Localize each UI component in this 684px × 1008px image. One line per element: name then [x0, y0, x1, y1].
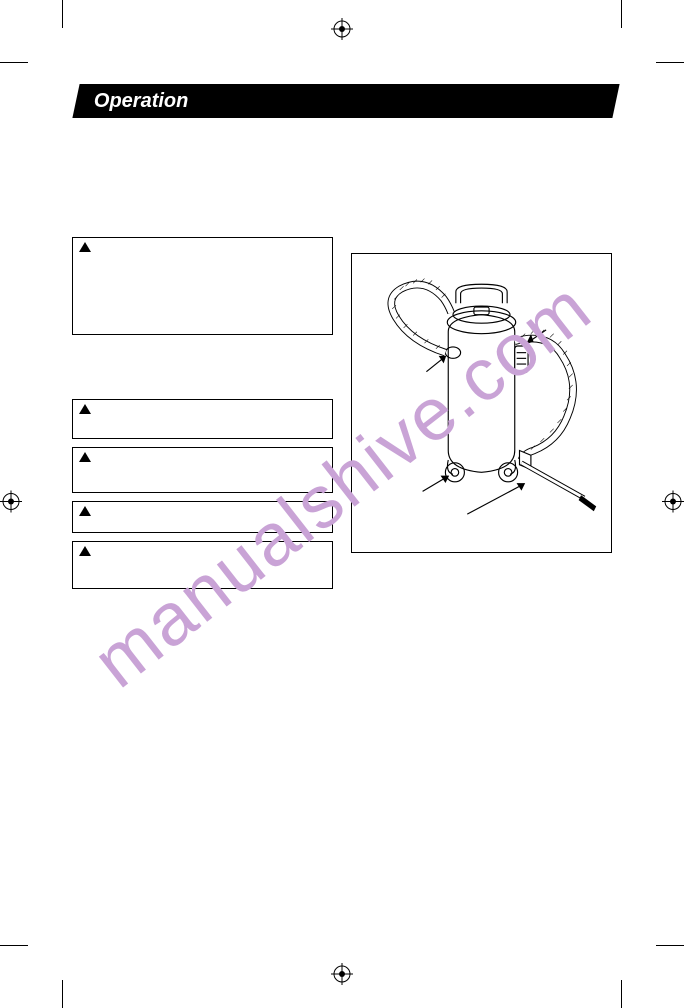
crop-mark [656, 62, 684, 63]
warning-triangle-icon [79, 404, 91, 414]
right-column: Insert Hose in Inlet Utility Nozzle Cord… [351, 148, 612, 597]
warning-label: WARNING: [97, 507, 144, 517]
registration-mark-icon [0, 491, 22, 518]
dry-pickup-heading: Dry Pick-up Operation [72, 176, 333, 191]
warning-triangle-icon [79, 242, 91, 252]
left-column: Be sure you have read and understood all… [72, 148, 333, 597]
warning-box: WARNING: Do not operate without filter c… [72, 237, 333, 335]
transport-heading: Transport Operation [72, 349, 333, 364]
registration-mark-icon [331, 18, 353, 45]
crop-mark [621, 980, 622, 1008]
section-title: Operation [94, 90, 188, 113]
warning-text: Be sure vac is empty. A full vac can be … [79, 561, 326, 572]
crop-mark [62, 0, 63, 28]
warning-text: Unplug vac before storing and always sto… [79, 467, 326, 478]
registration-mark-icon [331, 963, 353, 990]
warning-label: WARNING: [97, 405, 144, 415]
page-content: Operation Be sure you have read and unde… [72, 84, 612, 924]
warning-text: Do not operate without filter cartridge.… [79, 257, 326, 303]
crop-mark [0, 62, 28, 63]
diagram-label-wand: Extension Wand [412, 522, 466, 532]
registration-mark-icon [662, 491, 684, 518]
diagram-label-cord: Cord Wrap [552, 310, 588, 320]
warning-box: WARNING: Unplug vac before storing and a… [72, 447, 333, 493]
warning-triangle-icon [79, 546, 91, 556]
warning-box: WARNING: Always wear safety goggles. [72, 501, 333, 533]
warning-triangle-icon [79, 452, 91, 462]
warning-label: WARNING: [97, 243, 144, 253]
warning-label: WARNING: [97, 453, 144, 463]
diagram-label-hose: Insert Hose in Inlet [362, 372, 422, 392]
warning-triangle-icon [79, 506, 91, 516]
crop-mark [62, 980, 63, 1008]
dry-pickup-body: Your wet/dry vac may be used for vacuumi… [72, 195, 333, 229]
crop-mark [621, 0, 622, 28]
transport-body: After you have finished using your vac, … [72, 368, 333, 391]
section-header: Operation [72, 84, 619, 118]
warning-label: WARNING: [97, 547, 144, 557]
intro-heading: Be sure you have read and understood all… [72, 148, 333, 170]
crop-mark [656, 945, 684, 946]
warning-box: WARNING: Be sure vac is empty. A full va… [72, 541, 333, 589]
vacuum-diagram: Insert Hose in Inlet Utility Nozzle Cord… [351, 253, 612, 553]
warning-box: WARNING: Do not leave vac unattended whi… [72, 399, 333, 439]
warning-text: Always wear safety goggles. [79, 521, 326, 532]
page-number: 7 [604, 934, 610, 946]
diagram-label-nozzle: Utility Nozzle [362, 496, 422, 506]
crop-mark [0, 945, 28, 946]
warning-text: Do not leave vac unattended while it is … [79, 419, 326, 430]
